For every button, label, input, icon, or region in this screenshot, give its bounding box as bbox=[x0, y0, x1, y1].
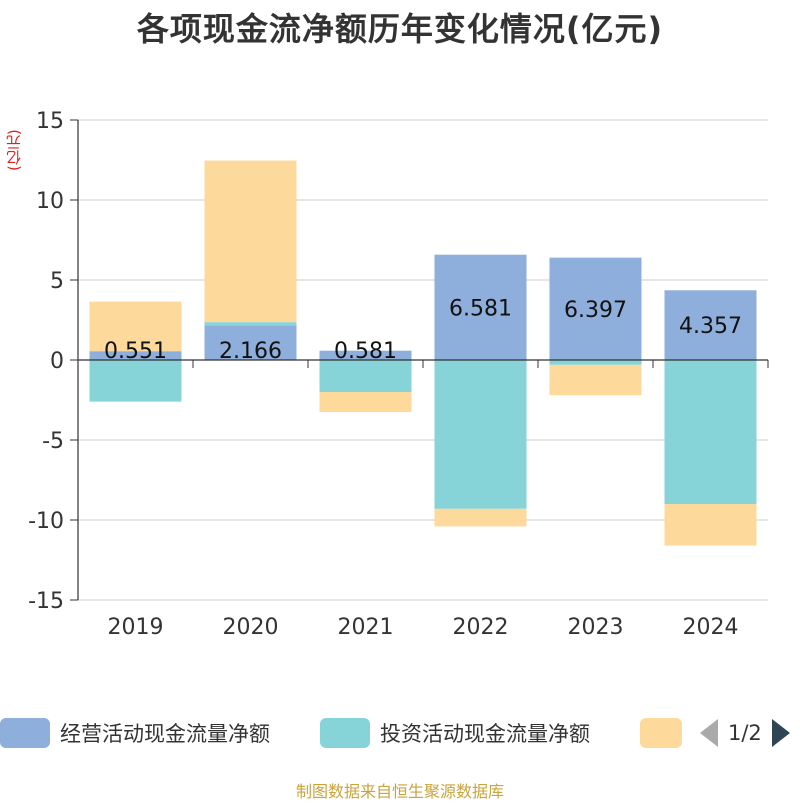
bar-series1-2019 bbox=[89, 360, 182, 402]
legend-item-investing[interactable]: 投资活动现金流量净额 bbox=[320, 716, 590, 750]
bar-series1-2023 bbox=[549, 360, 642, 365]
data-label-2024: 4.357 bbox=[679, 314, 742, 339]
bar-series2-2024 bbox=[664, 504, 757, 546]
legend-pager: 1/2 bbox=[700, 716, 790, 750]
bar-series2-2019 bbox=[89, 301, 182, 352]
pager-text: 1/2 bbox=[728, 721, 762, 745]
legend-swatch-third bbox=[640, 718, 682, 748]
legend-swatch-investing bbox=[320, 718, 370, 748]
bar-series1-2021 bbox=[319, 360, 412, 392]
bar-series0-2024 bbox=[664, 290, 757, 360]
legend-item-third[interactable] bbox=[640, 716, 682, 750]
source-note: 制图数据来自恒生聚源数据库 bbox=[295, 782, 504, 801]
x-tick-label-2024: 2024 bbox=[683, 615, 739, 640]
legend-item-operating[interactable]: 经营活动现金流量净额 bbox=[0, 716, 270, 750]
legend: 经营活动现金流量净额 投资活动现金流量净额 bbox=[0, 716, 800, 756]
chart-title: 各项现金流净额历年变化情况(亿元) bbox=[136, 10, 664, 48]
bar-series2-2023 bbox=[549, 364, 642, 396]
bar-series0-2020 bbox=[204, 325, 297, 360]
bar-series1-2024 bbox=[664, 360, 757, 504]
y-tick-label: 10 bbox=[36, 189, 64, 214]
y-tick-label: -15 bbox=[28, 589, 64, 614]
bar-series1-2022 bbox=[434, 360, 527, 509]
bar-series0-2022 bbox=[434, 254, 527, 360]
pager-next-icon[interactable] bbox=[771, 719, 790, 747]
data-label-2023: 6.397 bbox=[564, 298, 627, 323]
chart-plot: 15 10 5 0 -5 -10 -15 2019 2020 2021 2022 2023 2024 0… bbox=[28, 109, 769, 640]
bar-series2-2021 bbox=[319, 392, 412, 412]
bar-series2-2022 bbox=[434, 508, 527, 527]
x-tick-label-2022: 2022 bbox=[453, 615, 509, 640]
y-tick-label: 15 bbox=[36, 109, 64, 134]
bar-series1-2020 bbox=[204, 322, 297, 326]
bar-series0-2021 bbox=[319, 350, 412, 360]
data-label-2020: 2.166 bbox=[219, 339, 282, 364]
bar-series0-2019 bbox=[89, 351, 182, 360]
x-tick-label-2019: 2019 bbox=[108, 615, 164, 640]
legend-swatch-operating bbox=[0, 718, 50, 748]
data-label-2022: 6.581 bbox=[449, 296, 512, 321]
y-tick-label: 5 bbox=[50, 269, 64, 294]
x-tick-label-2023: 2023 bbox=[568, 615, 624, 640]
pager-prev-icon[interactable] bbox=[700, 719, 718, 747]
y-tick-label: -10 bbox=[28, 509, 64, 534]
x-tick-label-2021: 2021 bbox=[338, 615, 394, 640]
legend-label-operating: 经营活动现金流量净额 bbox=[60, 722, 270, 746]
y-tick-label: -5 bbox=[42, 429, 64, 454]
bar-series0-2023 bbox=[549, 257, 642, 360]
data-label-2021: 0.581 bbox=[334, 339, 397, 364]
data-label-2019: 0.551 bbox=[104, 339, 167, 364]
bar-series2-2020 bbox=[204, 160, 297, 323]
legend-label-investing: 投资活动现金流量净额 bbox=[380, 722, 590, 746]
y-tick-label: 0 bbox=[50, 349, 64, 374]
x-tick-label-2020: 2020 bbox=[223, 615, 279, 640]
